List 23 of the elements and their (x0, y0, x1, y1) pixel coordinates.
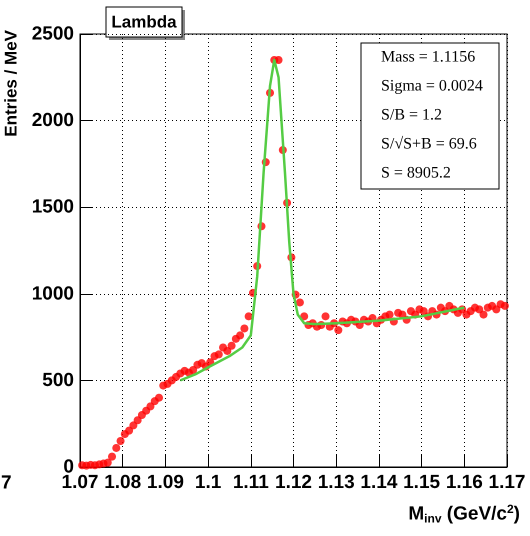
y-tick-label: 1500 (32, 196, 74, 218)
x-tick-label: 1.16 (446, 472, 483, 493)
x-tick-label: 1.1 (194, 472, 222, 493)
y-tick-label: 1000 (32, 283, 74, 304)
annotation: S = 8905.2 (381, 164, 451, 182)
x-tick-label: 1.17 (488, 472, 526, 493)
text: 7 (1, 472, 12, 494)
annotation: Sigma = 0.0024 (381, 78, 483, 94)
y-tick-label: 500 (42, 370, 74, 391)
y-tick-label: 2500 (32, 24, 74, 44)
x-tick-label: 1.13 (318, 472, 355, 493)
x-tick-label: 1.11 (232, 472, 270, 493)
annotation: Mass = 1.1156 (381, 48, 476, 66)
y-tick-label: 2000 (32, 110, 74, 132)
x-tick-label: 1.08 (104, 472, 142, 493)
y-axis-title: Entries / MeV (2, 29, 20, 137)
chart-title: Lambda (111, 12, 178, 32)
annotation: S/B = 1.2 (381, 106, 442, 124)
x-tick-label: 1.12 (275, 472, 312, 493)
x-tick-label: 1.14 (360, 472, 398, 493)
x-tick-label: 1.09 (146, 472, 184, 493)
x-tick-label: 1.15 (403, 472, 441, 493)
annotation: S/√S+B = 69.6 (381, 136, 477, 152)
